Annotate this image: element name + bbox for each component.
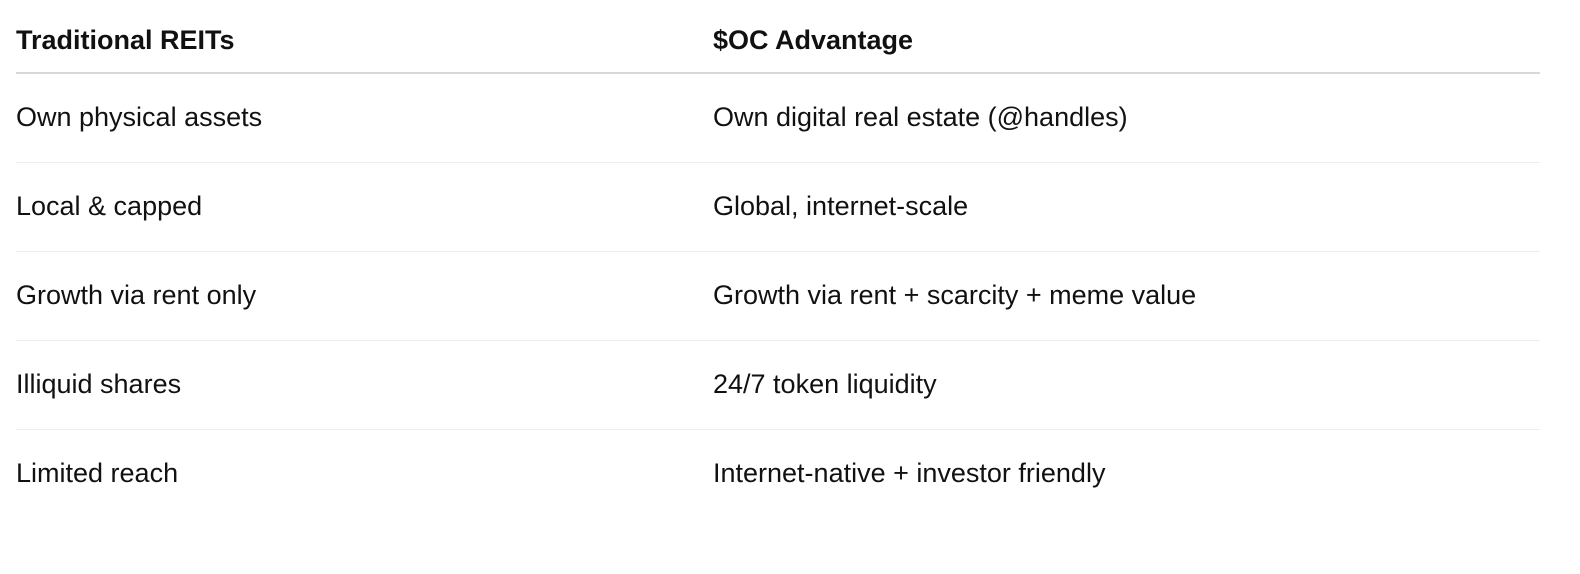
oc-advantage-cell: Own digital real estate (@handles) [713,73,1540,163]
table-row: Local & capped Global, internet-scale [16,162,1540,252]
header-oc-advantage-label: $OC Advantage [713,24,914,55]
header-traditional-reits-label: Traditional REITs [16,24,235,55]
table-row: Growth via rent only Growth via rent + s… [16,251,1540,341]
comparison-table-container: Traditional REITs $OC Advantage Own phys… [16,0,1540,518]
comparison-table: Traditional REITs $OC Advantage Own phys… [16,0,1540,518]
traditional-cell: Growth via rent only [16,251,713,341]
table-row: Illiquid shares 24/7 token liquidity [16,340,1540,430]
traditional-cell: Own physical assets [16,73,713,163]
traditional-cell: Local & capped [16,162,713,252]
table-row: Limited reach Internet-native + investor… [16,429,1540,518]
traditional-cell: Limited reach [16,458,179,489]
header-row: Traditional REITs $OC Advantage [16,0,1540,74]
oc-advantage-cell: 24/7 token liquidity [713,340,1540,430]
oc-advantage-cell: Growth via rent + scarcity + meme value [713,251,1540,341]
oc-advantage-cell: Global, internet-scale [713,162,1540,252]
header-oc-advantage: $OC Advantage [713,0,1540,74]
traditional-cell: Illiquid shares [16,340,713,430]
table-header: Traditional REITs $OC Advantage [16,0,1540,74]
header-traditional-reits: Traditional REITs [16,0,713,74]
table-body: Own physical assets Own digital real est… [16,73,1540,518]
table-row: Own physical assets Own digital real est… [16,73,1540,163]
oc-advantage-cell: Internet-native + investor friendly [713,458,1106,489]
